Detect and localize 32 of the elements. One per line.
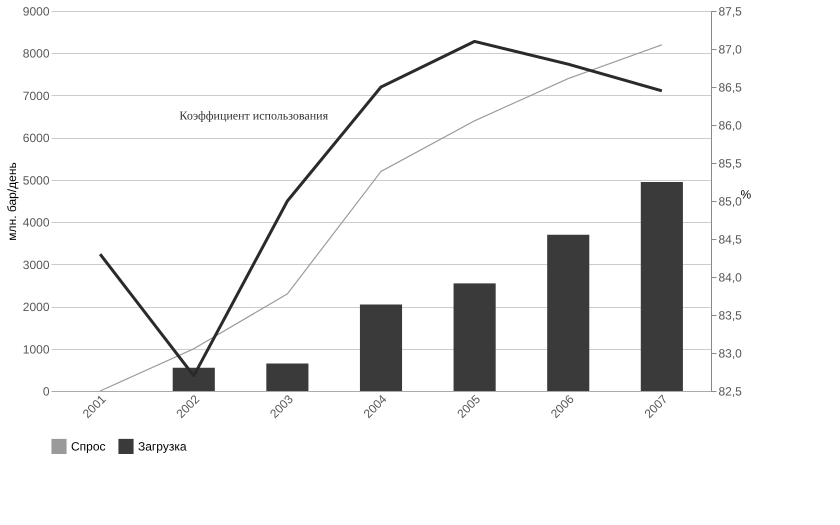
y-tick-label: 3000 <box>22 258 50 272</box>
bar <box>547 234 590 391</box>
y2-tick-label: 86,5 <box>718 80 742 94</box>
y2-tick-label: 84,0 <box>718 270 742 284</box>
y-tick-label: 6000 <box>22 131 50 146</box>
series-label: Коэффициент использования <box>179 108 329 122</box>
y2-tick-label: 82,5 <box>718 384 742 398</box>
y2-axis-title: % <box>740 188 752 202</box>
legend-label: Загрузка <box>138 439 187 454</box>
bar <box>454 283 496 391</box>
y-tick-label: 0 <box>42 384 50 398</box>
y-tick-label: 1000 <box>22 342 50 356</box>
y2-tick-label: 83,0 <box>718 346 742 360</box>
y-tick-label: 4000 <box>22 216 50 230</box>
y-tick-label: 7000 <box>22 88 50 103</box>
bar <box>266 364 308 391</box>
y-tick-label: 9000 <box>22 4 50 18</box>
y-tick-label: 5000 <box>22 173 50 188</box>
y2-tick-label: 87,0 <box>718 42 742 56</box>
y2-tick-label: 83,5 <box>718 308 742 322</box>
y2-tick-label: 85,5 <box>718 156 742 170</box>
bar <box>360 304 402 391</box>
y2-tick-label: 86,0 <box>718 118 742 132</box>
y2-tick-label: 85,0 <box>718 194 742 208</box>
bar <box>172 368 215 391</box>
y-tick-label: 8000 <box>22 46 50 61</box>
bar <box>640 182 683 391</box>
y2-tick-label: 87,5 <box>718 4 742 18</box>
y2-tick-label: 84,5 <box>718 232 742 246</box>
y-axis-title: млн. бар/день <box>4 162 19 241</box>
legend-label: Спрос <box>71 439 106 454</box>
y-tick-label: 2000 <box>22 300 50 314</box>
